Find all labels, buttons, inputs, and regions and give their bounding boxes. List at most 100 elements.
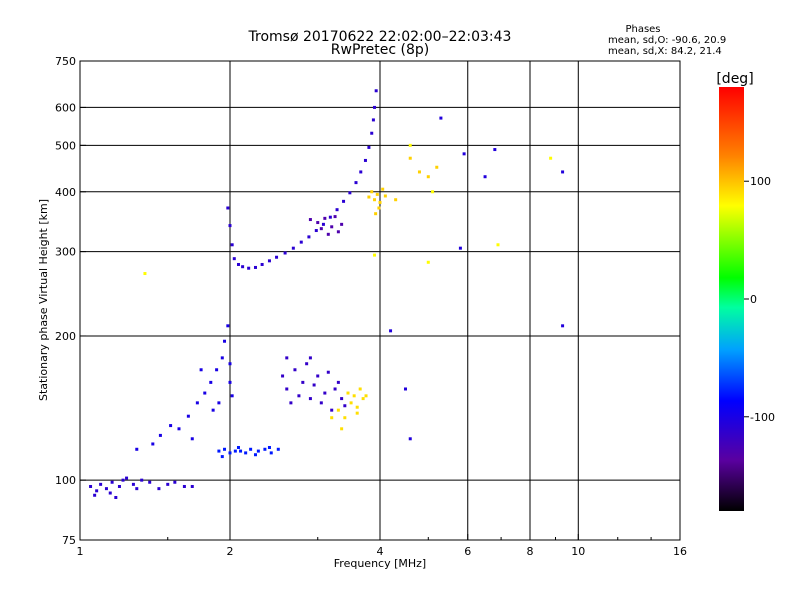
data-point	[211, 408, 215, 412]
y-tick-label: 750	[55, 55, 76, 68]
data-point	[269, 451, 273, 455]
data-point	[381, 187, 385, 191]
y-tick-label: 300	[55, 246, 76, 259]
data-point	[323, 216, 327, 220]
data-point	[230, 243, 234, 247]
data-point	[426, 260, 430, 264]
data-point	[89, 484, 93, 488]
colorbar-tick-label: 100	[750, 175, 771, 188]
data-point	[203, 391, 207, 395]
data-point	[110, 480, 114, 484]
data-point	[293, 368, 297, 372]
data-point	[228, 362, 232, 366]
data-point	[408, 143, 412, 147]
data-point	[267, 445, 271, 449]
stats-header: Phases	[625, 24, 660, 35]
data-point	[135, 447, 139, 451]
data-point	[186, 414, 190, 418]
data-point	[394, 198, 398, 202]
data-point	[373, 105, 377, 109]
data-point	[335, 208, 339, 212]
data-point	[285, 387, 289, 391]
data-point	[330, 225, 334, 229]
y-tick-label: 500	[55, 139, 76, 152]
data-point	[297, 394, 301, 398]
data-point	[561, 170, 565, 174]
data-point	[135, 487, 139, 491]
data-point	[373, 253, 377, 257]
data-point	[177, 427, 181, 431]
x-axis-label: Frequency [MHz]	[334, 557, 426, 570]
colorbar	[719, 87, 744, 511]
data-point	[121, 478, 125, 482]
data-point	[343, 416, 347, 420]
data-point	[314, 229, 318, 233]
data-point	[333, 387, 337, 391]
data-point	[169, 424, 173, 428]
data-point	[330, 408, 334, 412]
data-point	[328, 215, 332, 219]
data-point	[256, 449, 260, 453]
data-point	[260, 262, 264, 266]
data-point	[108, 491, 112, 495]
data-point	[131, 482, 135, 486]
colorbar-tick-label: 0	[750, 293, 757, 306]
data-point	[308, 397, 312, 401]
data-point	[209, 380, 213, 384]
data-point	[496, 243, 500, 247]
data-point	[117, 484, 121, 488]
data-point	[383, 194, 387, 198]
data-point	[439, 116, 443, 120]
data-point	[228, 380, 232, 384]
data-point	[308, 218, 312, 222]
data-point	[95, 489, 99, 493]
data-point	[374, 212, 378, 216]
data-point	[361, 397, 365, 401]
data-point	[458, 246, 462, 250]
data-point	[403, 387, 407, 391]
data-point	[125, 476, 129, 480]
data-point	[435, 165, 439, 169]
data-point	[375, 192, 379, 196]
data-point	[217, 401, 221, 405]
y-tick-label: 200	[55, 330, 76, 343]
data-point	[148, 480, 152, 484]
data-point	[462, 152, 466, 156]
y-axis-label: Stationary phase Virtual Height [km]	[37, 199, 50, 401]
data-point	[232, 257, 236, 261]
colorbar-ticks: 100 0 -100	[744, 175, 775, 424]
data-point	[215, 368, 219, 372]
data-point	[253, 265, 257, 269]
data-point	[408, 437, 412, 441]
data-point	[367, 195, 371, 199]
data-point	[195, 401, 199, 405]
y-tick-label: 600	[55, 101, 76, 114]
data-point	[249, 447, 253, 451]
data-point	[431, 190, 435, 194]
data-point	[349, 401, 353, 405]
data-point	[326, 370, 330, 374]
y-tick-label: 75	[62, 534, 76, 547]
chart-subtitle: RwPretec (8p)	[331, 42, 429, 58]
data-point	[190, 484, 194, 488]
data-point	[289, 401, 293, 405]
data-point	[371, 118, 375, 122]
data-point	[340, 222, 344, 226]
data-point	[228, 451, 232, 455]
data-point	[373, 198, 377, 202]
data-point	[308, 356, 312, 360]
data-point	[283, 251, 287, 255]
data-point	[247, 266, 251, 270]
data-point	[220, 356, 224, 360]
data-point	[299, 240, 303, 244]
data-point	[93, 493, 97, 497]
x-tick-label: 6	[464, 545, 471, 558]
data-point	[158, 433, 162, 437]
data-point	[182, 484, 186, 488]
x-axis-ticks: 1 2 4 6 8 10 16	[77, 534, 687, 558]
data-point	[426, 175, 430, 179]
data-point	[276, 447, 280, 451]
data-point	[355, 405, 359, 409]
data-point	[151, 442, 155, 446]
